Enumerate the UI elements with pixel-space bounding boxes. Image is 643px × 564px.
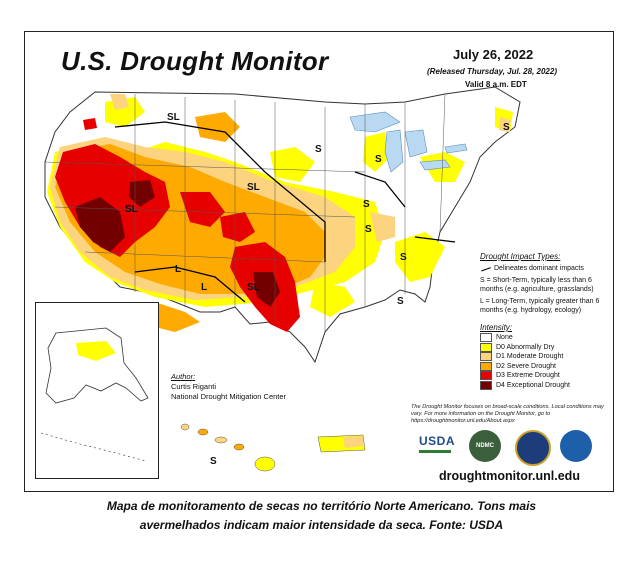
legend-label: D1 Moderate Drought bbox=[496, 353, 564, 361]
legend-row: D2 Severe Drought bbox=[480, 361, 610, 372]
impact-label: SL bbox=[247, 282, 260, 293]
legend-row: None bbox=[480, 333, 610, 343]
impact-line-row: Delineates dominant impacts bbox=[479, 261, 610, 273]
legend-swatch bbox=[480, 380, 492, 390]
intensity-legend: Intensity: None D0 Abnormally Dry D1 Mod… bbox=[480, 323, 610, 390]
author-name: Curtis Riganti bbox=[171, 382, 217, 391]
legend-swatch bbox=[480, 371, 492, 381]
impact-label: S bbox=[375, 154, 382, 165]
impact-lines bbox=[114, 121, 456, 303]
impact-label: S bbox=[400, 252, 407, 263]
released-date: (Released Thursday, Jul. 28, 2022) bbox=[427, 67, 557, 76]
legend-row: D3 Extreme Drought bbox=[480, 371, 610, 381]
impact-label: SL bbox=[247, 182, 260, 193]
alaska-inset bbox=[35, 302, 159, 479]
valid-time: Valid 8 a.m. EDT bbox=[465, 80, 527, 89]
ndmc-logo: NDMC bbox=[469, 430, 501, 462]
impact-line-label: Delineates dominant impacts bbox=[494, 265, 584, 272]
usda-logo: USDA bbox=[419, 434, 456, 448]
d4-areas bbox=[75, 180, 280, 307]
state-lines bbox=[44, 93, 446, 332]
impact-label: L bbox=[201, 282, 207, 293]
website-url[interactable]: droughtmonitor.unl.edu bbox=[439, 469, 580, 483]
ndmc-logo-text: NDMC bbox=[476, 443, 494, 449]
legend-row: D0 Abnormally Dry bbox=[480, 342, 610, 353]
author-label: Author: bbox=[171, 372, 196, 381]
legend-label: None bbox=[496, 334, 513, 342]
author-block: Author: Curtis Riganti National Drought … bbox=[171, 372, 286, 402]
figure-caption: Mapa de monitoramento de secas no territ… bbox=[0, 497, 643, 535]
impact-label: S bbox=[503, 122, 510, 133]
page-title: U.S. Drought Monitor bbox=[61, 46, 329, 76]
legend-swatch bbox=[480, 361, 492, 371]
drought-map-figure: SL SL SL S S S S S S L L S S S SL SL bbox=[24, 31, 614, 492]
impact-s-label: S = Short-Term, typically less than 6 mo… bbox=[480, 277, 594, 293]
puerto-rico-inset bbox=[317, 434, 366, 453]
impact-label: SL bbox=[125, 204, 138, 215]
intensity-legend-header: Intensity: bbox=[480, 323, 513, 332]
noaa-logo-icon bbox=[560, 430, 592, 462]
impact-label: S bbox=[397, 296, 404, 307]
impact-label: S bbox=[363, 199, 370, 210]
great-lakes bbox=[349, 111, 468, 173]
legend-label: D0 Abnormally Dry bbox=[496, 343, 555, 351]
commerce-seal-icon bbox=[515, 430, 551, 466]
legend-label: D3 Extreme Drought bbox=[496, 372, 560, 380]
usda-logo-bar bbox=[419, 450, 451, 453]
hawaii-inset bbox=[180, 423, 276, 472]
impact-label: SL bbox=[167, 112, 180, 123]
map-date: July 26, 2022 bbox=[453, 47, 534, 62]
impact-l-label: L = Long-Term, typically greater than 6 … bbox=[480, 298, 600, 314]
author-org: National Drought Mitigation Center bbox=[171, 392, 287, 401]
impact-legend-header: Drought Impact Types: bbox=[480, 252, 561, 261]
impact-legend: Drought Impact Types: Delineates dominan… bbox=[479, 252, 610, 318]
impact-label: S bbox=[315, 144, 322, 155]
legend-swatch bbox=[480, 352, 492, 362]
legend-row: D4 Exceptional Drought bbox=[480, 380, 610, 391]
impact-label: S bbox=[365, 224, 372, 235]
legend-swatch bbox=[480, 333, 492, 343]
legend-label: D4 Exceptional Drought bbox=[496, 381, 570, 389]
legend-label: D2 Severe Drought bbox=[496, 362, 556, 370]
disclaimer-note: The Drought Monitor focuses on broad-sca… bbox=[411, 404, 604, 424]
caption-line-2: avermelhados indicam maior intensidade d… bbox=[139, 518, 504, 532]
impact-label: L bbox=[175, 264, 181, 275]
legend-row: D1 Moderate Drought bbox=[480, 352, 610, 362]
impact-label: S bbox=[210, 456, 217, 467]
caption-line-1: Mapa de monitoramento de secas no territ… bbox=[106, 499, 537, 513]
us-drought-map: SL SL SL S S S S S S L L S S S SL SL bbox=[44, 86, 521, 472]
legend-swatch bbox=[480, 342, 492, 352]
delineation-line-icon bbox=[479, 261, 491, 272]
